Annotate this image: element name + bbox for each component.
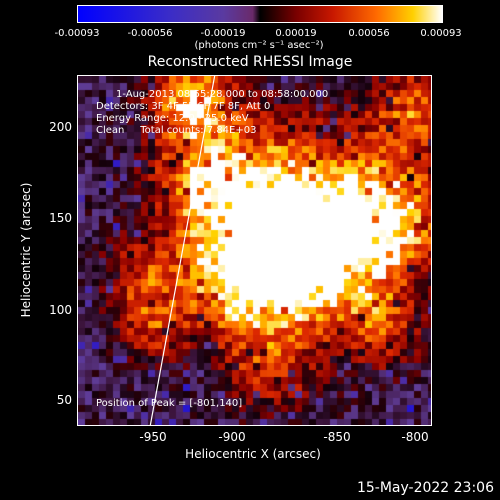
image-title: Reconstructed RHESSI Image [147,54,353,70]
y-tick-label: 50 [56,393,72,407]
heatmap [78,76,431,425]
x-tick-label: -850 [323,430,351,444]
timestamp: 15-May-2022 23:06 [356,480,494,496]
colorbar-tick-0: -0.00093 [54,28,100,39]
colorbar-tick-4: 0.00056 [348,28,390,39]
y-tick-label: 150 [49,211,72,225]
x-axis-label: Heliocentric X (arcsec) [185,447,321,461]
limb-overlay [149,76,216,425]
colorbar-units: (photons cm⁻² s⁻¹ asec⁻²) [194,40,324,51]
colorbar [77,5,443,23]
y-axis-label: Heliocentric Y (arcsec) [19,182,33,318]
colorbar-tick-1: -0.00056 [127,28,173,39]
y-tick-label: 200 [49,120,72,134]
info-time-range: 1-Aug-2013 08:55:28.000 to 08:58:00.000 [116,89,329,100]
x-tick-label: -950 [139,430,167,444]
info-peak: Position of Peak = [-801,140] [96,398,243,409]
x-tick-label: -900 [218,430,246,444]
colorbar-tick-5: 0.00093 [420,28,462,39]
colorbar-tick-2: -0.00019 [200,28,246,39]
info-detectors: Detectors: 3F 4F 5F 6F 7F 8F, Att 0 [96,101,271,112]
y-tick-label: 100 [49,303,72,317]
info-energy: Energy Range: 12.0 - 25.0 keV [96,113,249,124]
solar-limb-line [149,76,216,425]
x-tick-label: -800 [401,430,429,444]
info-clean: Clean Total counts: 7.84E+03 [96,125,257,136]
colorbar-tick-3: 0.00019 [275,28,317,39]
image-plot[interactable]: 1-Aug-2013 08:55:28.000 to 08:58:00.000 … [77,75,432,426]
